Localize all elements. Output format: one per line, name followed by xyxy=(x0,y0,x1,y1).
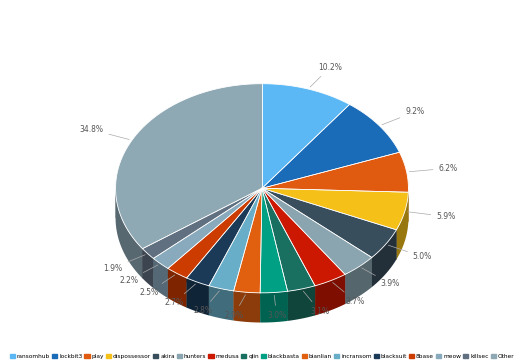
Polygon shape xyxy=(262,188,345,286)
Polygon shape xyxy=(209,286,234,321)
Polygon shape xyxy=(262,152,408,192)
Legend: ransomhub, lockbit3, play, dispossessor, akira, hunters, medusa, qlin, blackbast: ransomhub, lockbit3, play, dispossessor,… xyxy=(7,351,517,361)
Text: 2.7%: 2.7% xyxy=(165,284,195,307)
Polygon shape xyxy=(234,188,262,293)
Polygon shape xyxy=(187,278,209,316)
Polygon shape xyxy=(262,188,288,321)
Text: 2.5%: 2.5% xyxy=(139,275,174,297)
Polygon shape xyxy=(143,249,154,288)
Polygon shape xyxy=(168,269,187,308)
Polygon shape xyxy=(262,188,396,260)
Polygon shape xyxy=(262,188,315,316)
Polygon shape xyxy=(262,104,399,188)
Polygon shape xyxy=(262,188,408,222)
Polygon shape xyxy=(260,291,288,323)
Polygon shape xyxy=(209,188,262,291)
Text: 10.2%: 10.2% xyxy=(310,63,342,87)
Polygon shape xyxy=(262,188,408,230)
Polygon shape xyxy=(315,274,345,316)
Text: 2.8%: 2.8% xyxy=(193,291,220,315)
Polygon shape xyxy=(154,258,168,298)
Polygon shape xyxy=(209,188,262,316)
Polygon shape xyxy=(262,188,345,304)
Polygon shape xyxy=(209,188,262,316)
Text: 1.9%: 1.9% xyxy=(103,255,145,273)
Polygon shape xyxy=(262,188,372,274)
Polygon shape xyxy=(143,188,262,258)
Text: 6.2%: 6.2% xyxy=(409,164,457,173)
Text: 5.0%: 5.0% xyxy=(388,245,432,261)
Text: 5.9%: 5.9% xyxy=(408,212,455,221)
Polygon shape xyxy=(262,188,408,222)
Polygon shape xyxy=(154,188,262,288)
Polygon shape xyxy=(262,188,315,316)
Polygon shape xyxy=(234,188,262,321)
Polygon shape xyxy=(116,84,262,249)
Polygon shape xyxy=(168,188,262,298)
Polygon shape xyxy=(260,188,262,323)
Polygon shape xyxy=(187,188,262,286)
Polygon shape xyxy=(262,188,345,304)
Polygon shape xyxy=(262,188,396,260)
Polygon shape xyxy=(116,189,143,278)
Polygon shape xyxy=(168,188,262,298)
Polygon shape xyxy=(154,188,262,288)
Text: 9.2%: 9.2% xyxy=(382,107,424,125)
Polygon shape xyxy=(262,188,396,257)
Polygon shape xyxy=(143,188,262,278)
Polygon shape xyxy=(345,257,372,304)
Polygon shape xyxy=(168,188,262,278)
Text: 3.1%: 3.1% xyxy=(303,291,330,316)
Text: 2.9%: 2.9% xyxy=(224,295,245,320)
Text: 3.7%: 3.7% xyxy=(333,282,365,305)
Polygon shape xyxy=(187,188,262,308)
Polygon shape xyxy=(260,188,262,323)
Polygon shape xyxy=(143,188,262,278)
Polygon shape xyxy=(262,188,315,291)
Polygon shape xyxy=(262,188,372,287)
Text: 3.0%: 3.0% xyxy=(267,295,286,320)
Polygon shape xyxy=(154,188,262,269)
Polygon shape xyxy=(288,286,315,321)
Polygon shape xyxy=(262,188,372,287)
Text: 34.8%: 34.8% xyxy=(79,125,129,139)
Polygon shape xyxy=(260,188,288,293)
Polygon shape xyxy=(116,188,262,218)
Polygon shape xyxy=(396,192,408,260)
Text: 2.2%: 2.2% xyxy=(119,265,158,285)
Polygon shape xyxy=(372,230,396,287)
Polygon shape xyxy=(262,84,350,188)
Polygon shape xyxy=(234,188,262,321)
Polygon shape xyxy=(187,188,262,308)
Text: 3.9%: 3.9% xyxy=(362,268,400,288)
Polygon shape xyxy=(234,291,260,323)
Polygon shape xyxy=(262,188,288,321)
